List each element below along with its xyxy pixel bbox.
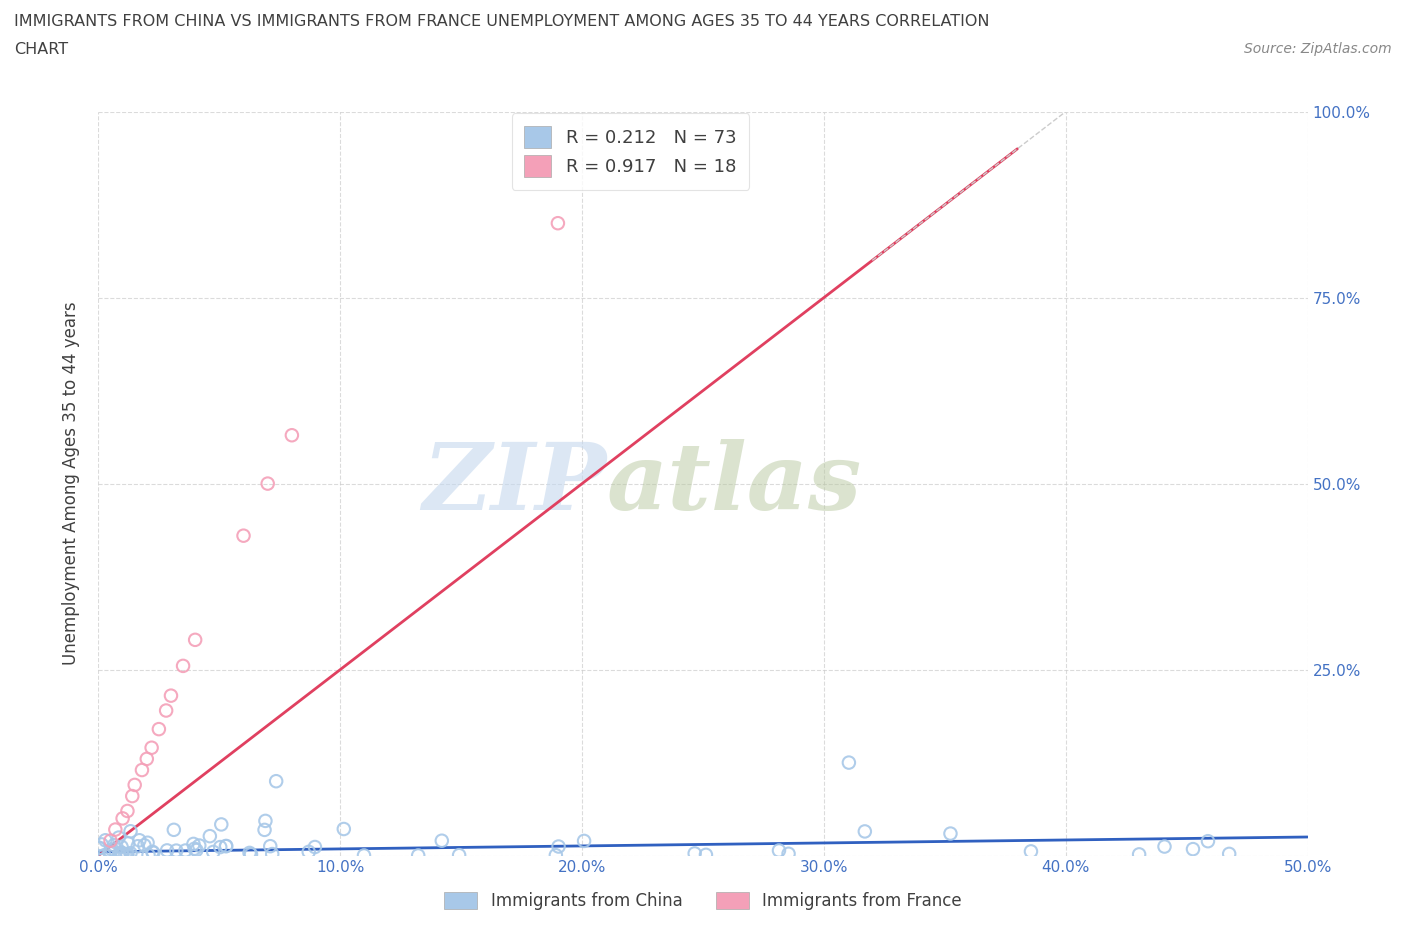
Point [98,844,121,858]
Point [111,846,134,861]
Point [136,835,159,850]
Point [1181,842,1204,857]
Point [254,814,277,829]
Point [107,830,129,845]
Point [160,688,183,703]
Legend: Immigrants from China, Immigrants from France: Immigrants from China, Immigrants from F… [437,885,969,917]
Point [174,844,197,858]
Point [115,847,138,862]
Point [304,840,326,855]
Point [264,774,287,789]
Text: ZIP: ZIP [422,439,606,528]
Point [138,848,160,863]
Point [163,822,186,837]
Point [544,848,567,863]
Point [333,821,356,836]
Point [838,755,860,770]
Point [572,833,595,848]
Point [695,847,717,862]
Point [186,843,208,857]
Point [259,839,281,854]
Point [134,838,156,853]
Point [141,740,163,755]
Point [1128,847,1150,862]
Point [108,847,131,862]
Point [100,842,122,857]
Point [547,839,569,854]
Point [98,845,121,860]
Point [198,829,221,844]
Point [183,836,205,851]
Point [156,843,179,857]
Point [209,817,232,831]
Point [768,844,790,858]
Point [853,824,876,839]
Point [683,846,706,861]
Text: Source: ZipAtlas.com: Source: ZipAtlas.com [1244,42,1392,56]
Point [124,777,146,792]
Point [87,841,110,856]
Point [100,833,122,848]
Point [142,845,165,860]
Point [240,847,263,862]
Point [215,839,238,854]
Point [209,840,232,855]
Text: IMMIGRANTS FROM CHINA VS IMMIGRANTS FROM FRANCE UNEMPLOYMENT AMONG AGES 35 TO 44: IMMIGRANTS FROM CHINA VS IMMIGRANTS FROM… [14,14,990,29]
Point [165,844,187,858]
Point [1153,839,1175,854]
Point [104,822,127,837]
Point [1197,834,1219,849]
Point [547,216,569,231]
Point [238,845,260,860]
Point [148,722,170,737]
Point [298,844,321,859]
Point [128,833,150,848]
Point [1218,846,1240,861]
Text: atlas: atlas [606,439,862,528]
Point [117,804,139,818]
Point [114,847,136,862]
Point [406,848,429,863]
Point [449,848,471,863]
Point [188,838,211,853]
Point [127,839,149,854]
Point [94,833,117,848]
Point [172,658,194,673]
Point [110,840,132,855]
Point [89,841,111,856]
Point [215,839,238,854]
Point [141,844,163,859]
Point [202,844,225,859]
Point [117,836,139,851]
Point [120,824,142,839]
Point [430,833,453,848]
Point [232,528,254,543]
Point [253,822,276,837]
Point [778,846,800,861]
Point [110,844,132,859]
Text: CHART: CHART [14,42,67,57]
Point [281,428,304,443]
Point [111,846,134,861]
Point [117,847,139,862]
Point [93,848,115,863]
Point [103,838,125,853]
Point [121,789,143,804]
Point [183,842,205,857]
Point [120,845,142,860]
Point [262,846,284,861]
Point [90,837,112,852]
Point [155,703,177,718]
Y-axis label: Unemployment Among Ages 35 to 44 years: Unemployment Among Ages 35 to 44 years [62,302,80,665]
Point [1019,844,1042,858]
Point [353,848,375,863]
Point [111,811,134,826]
Point [135,751,157,766]
Point [131,763,153,777]
Point [256,476,278,491]
Point [184,632,207,647]
Point [939,826,962,841]
Point [108,847,131,862]
Legend: R = 0.212   N = 73, R = 0.917   N = 18: R = 0.212 N = 73, R = 0.917 N = 18 [512,113,749,190]
